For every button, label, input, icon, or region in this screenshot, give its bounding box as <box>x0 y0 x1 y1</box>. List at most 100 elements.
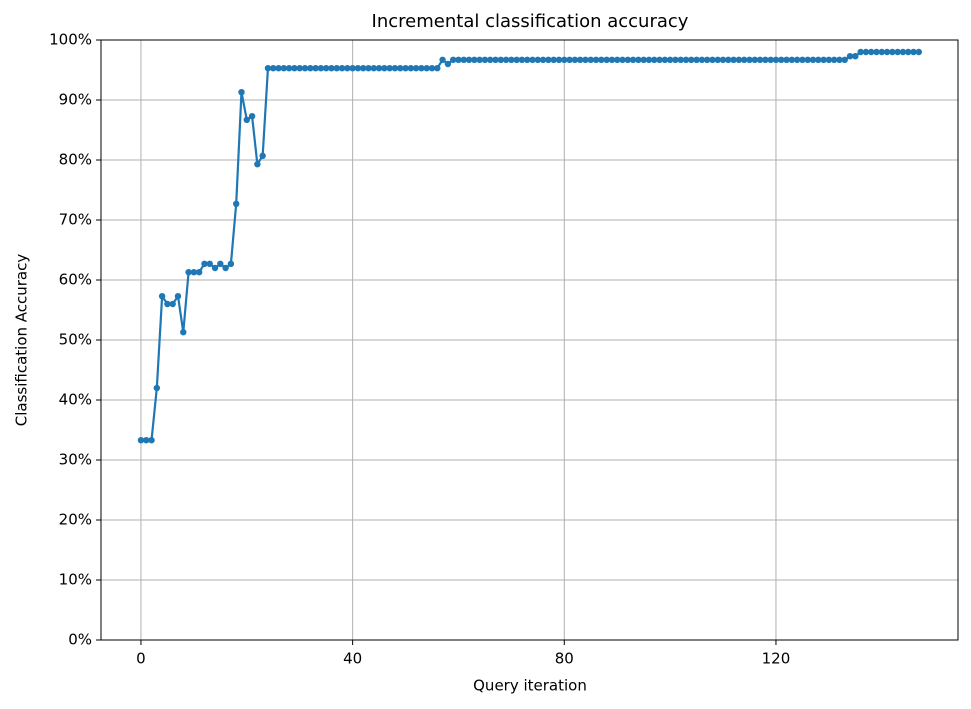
data-point <box>206 260 213 267</box>
data-point <box>254 161 261 168</box>
data-point <box>899 48 907 56</box>
data-point <box>799 56 806 63</box>
data-point <box>370 65 377 72</box>
data-point <box>587 56 594 63</box>
data-point <box>756 56 764 63</box>
data-point <box>153 384 161 392</box>
data-point <box>264 65 272 72</box>
data-point <box>778 56 785 63</box>
data-point <box>412 65 420 72</box>
data-point <box>238 89 245 96</box>
data-point <box>767 56 774 63</box>
data-point <box>449 56 457 63</box>
data-point <box>180 329 187 336</box>
data-point <box>375 65 383 72</box>
data-point <box>333 65 340 72</box>
data-point <box>889 48 896 56</box>
data-point <box>534 56 542 63</box>
y-tick-label: 10% <box>59 571 92 589</box>
data-point <box>513 56 520 63</box>
data-point <box>307 65 314 72</box>
data-point <box>460 56 467 63</box>
y-tick-label: 0% <box>68 631 92 649</box>
data-point <box>857 48 864 56</box>
y-tick-label: 60% <box>59 271 92 289</box>
data-point <box>502 56 510 63</box>
data-point <box>476 56 483 63</box>
data-point <box>248 113 256 120</box>
data-point <box>137 437 145 444</box>
data-point <box>651 56 658 63</box>
data-point <box>539 56 547 63</box>
ticks-layer: 0% 10% 20% 30% 40% 50% 60% 70% 80% 90% 100% 0 40 80 12… <box>49 31 790 668</box>
marks-layer <box>137 48 923 444</box>
data-point <box>576 56 584 63</box>
data-point <box>222 264 229 272</box>
data-point <box>201 260 208 267</box>
data-point <box>508 56 515 63</box>
x-tick-label: 40 <box>343 650 362 668</box>
data-point <box>455 56 462 63</box>
data-point <box>815 56 822 63</box>
data-point <box>910 48 917 56</box>
data-point <box>349 65 356 72</box>
data-point <box>217 260 224 267</box>
data-point <box>682 56 690 63</box>
y-tick-label: 50% <box>59 331 92 349</box>
data-point <box>280 65 288 72</box>
data-point <box>820 56 827 63</box>
y-axis-label: Classification Accuracy <box>13 254 31 427</box>
y-tick-label: 100% <box>49 31 92 49</box>
data-point <box>905 48 912 56</box>
data-point <box>703 56 711 63</box>
data-point <box>661 56 669 63</box>
data-point <box>719 56 727 63</box>
data-point <box>275 65 282 72</box>
data-point <box>402 65 409 72</box>
data-point <box>598 56 605 63</box>
x-tick-label: 80 <box>555 650 574 668</box>
data-point <box>698 56 706 63</box>
data-point <box>344 65 351 72</box>
data-point <box>301 65 309 72</box>
data-point <box>730 56 737 63</box>
data-point <box>174 293 182 300</box>
data-point <box>640 56 647 63</box>
data-point <box>164 300 171 308</box>
y-tick-label: 80% <box>59 151 92 169</box>
data-point <box>481 56 489 63</box>
data-point <box>566 56 573 63</box>
data-point <box>635 56 642 63</box>
data-point <box>788 56 796 63</box>
data-point <box>656 56 663 63</box>
data-point <box>793 56 801 63</box>
data-point <box>354 65 362 72</box>
data-point <box>322 65 330 72</box>
data-point <box>915 48 923 56</box>
data-point <box>190 269 198 276</box>
data-point <box>471 56 478 63</box>
data-point <box>185 269 192 276</box>
data-point <box>693 56 700 63</box>
data-point <box>783 56 790 63</box>
data-point <box>804 56 811 63</box>
data-point <box>338 65 346 72</box>
data-point <box>518 56 526 63</box>
data-point <box>195 269 203 276</box>
data-point <box>619 56 626 63</box>
data-point <box>571 56 579 63</box>
data-point <box>492 56 499 63</box>
data-point <box>762 56 769 63</box>
data-point <box>524 56 531 63</box>
data-point <box>666 56 674 63</box>
data-point <box>211 264 219 272</box>
data-point <box>381 65 388 72</box>
data-point <box>608 56 616 63</box>
data-point <box>603 56 610 63</box>
data-point <box>270 65 277 72</box>
data-point <box>614 56 621 63</box>
data-point <box>312 65 319 72</box>
data-point <box>291 65 298 72</box>
data-point <box>809 56 817 63</box>
